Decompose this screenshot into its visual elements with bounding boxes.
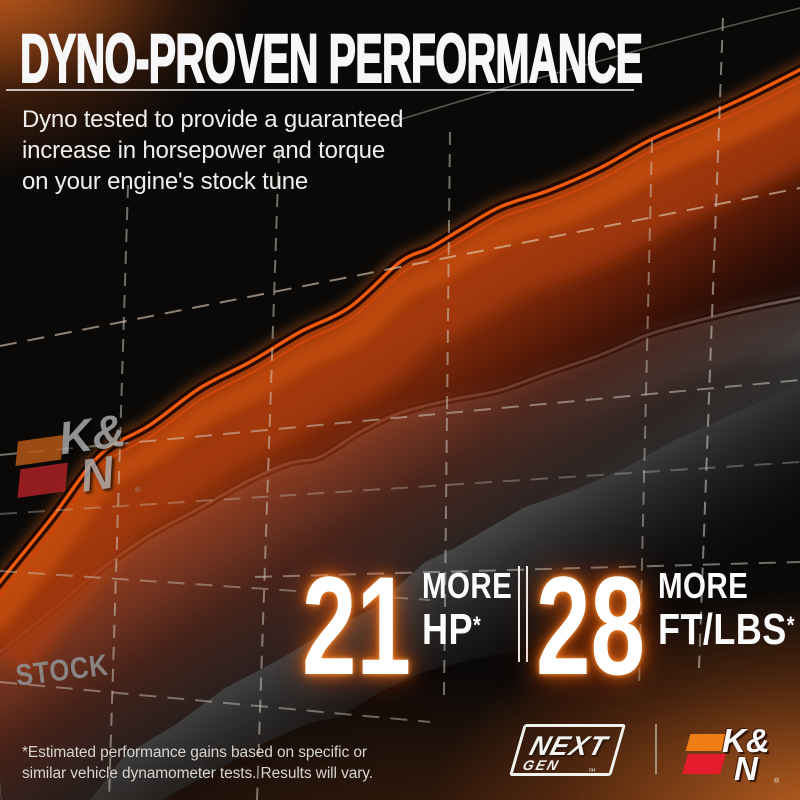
chart-grid bbox=[0, 7, 800, 800]
disclaimer: *Estimated performance gains based on sp… bbox=[22, 742, 373, 784]
hp-gain-labels: MORE HP* bbox=[422, 566, 512, 661]
trademark-mark: ™ bbox=[586, 767, 597, 776]
hp-unit-label: HP* bbox=[422, 605, 482, 654]
kn-logo-badge: K& N ® bbox=[682, 722, 798, 787]
disclaimer-line: *Estimated performance gains based on sp… bbox=[22, 744, 367, 761]
kn-logo-text: N bbox=[734, 750, 758, 787]
page-title: DYNO-PROVEN PERFORMANCE bbox=[19, 19, 643, 97]
grid-horizontal-line bbox=[0, 187, 800, 347]
grid-vertical-line bbox=[108, 184, 129, 800]
registered-mark: ® bbox=[774, 778, 780, 785]
kn-logo-text: K& bbox=[722, 722, 770, 759]
kn-logo-orange-swatch bbox=[15, 434, 64, 466]
registered-mark: ® bbox=[134, 484, 142, 495]
grid-horizontal-line bbox=[0, 461, 800, 515]
nextgen-logo: NEXT GEN ™ bbox=[509, 724, 626, 776]
kn-curve bbox=[0, 62, 800, 800]
grid-horizontal-line bbox=[0, 570, 431, 601]
kn-logo-text: N bbox=[76, 445, 117, 502]
grid-vertical-line bbox=[443, 131, 451, 696]
footer-logo-divider bbox=[655, 724, 657, 774]
asterisk: * bbox=[786, 612, 795, 640]
kn-logo-red-swatch bbox=[17, 462, 68, 499]
hp-gain-value: 21 bbox=[302, 547, 412, 704]
kn-logo-orange-swatch bbox=[685, 734, 727, 751]
disclaimer-line: similar vehicle dynamometer tests. Resul… bbox=[22, 765, 374, 782]
title-underline bbox=[6, 89, 634, 91]
grid-horizontal-line bbox=[0, 379, 800, 456]
torque-unit-label: FT/LBS* bbox=[658, 605, 795, 654]
torque-more-label: MORE bbox=[658, 565, 749, 606]
subtitle-line: Dyno tested to provide a guaranteed bbox=[22, 106, 404, 133]
torque-gain-labels: MORE FT/LBS* bbox=[658, 566, 795, 661]
asterisk: * bbox=[472, 612, 482, 640]
grid-horizontal-line bbox=[0, 681, 431, 723]
stats-divider bbox=[518, 566, 528, 662]
grid-horizontal-line bbox=[254, 561, 800, 578]
torque-gain-value: 28 bbox=[536, 547, 646, 704]
subtitle-line: increase in horsepower and torque bbox=[22, 137, 385, 164]
kn-logo-red-swatch bbox=[682, 754, 726, 774]
hp-more-label: MORE bbox=[422, 565, 513, 606]
subtitle-line: on your engine's stock tune bbox=[22, 168, 309, 195]
nextgen-logo-gen: GEN bbox=[520, 757, 562, 773]
grid-vertical-line bbox=[638, 139, 653, 691]
grid-solid-line bbox=[391, 7, 800, 123]
subtitle: Dyno tested to provide a guaranteed incr… bbox=[22, 104, 403, 197]
kn-logo-watermark: K& N ® bbox=[12, 402, 154, 514]
